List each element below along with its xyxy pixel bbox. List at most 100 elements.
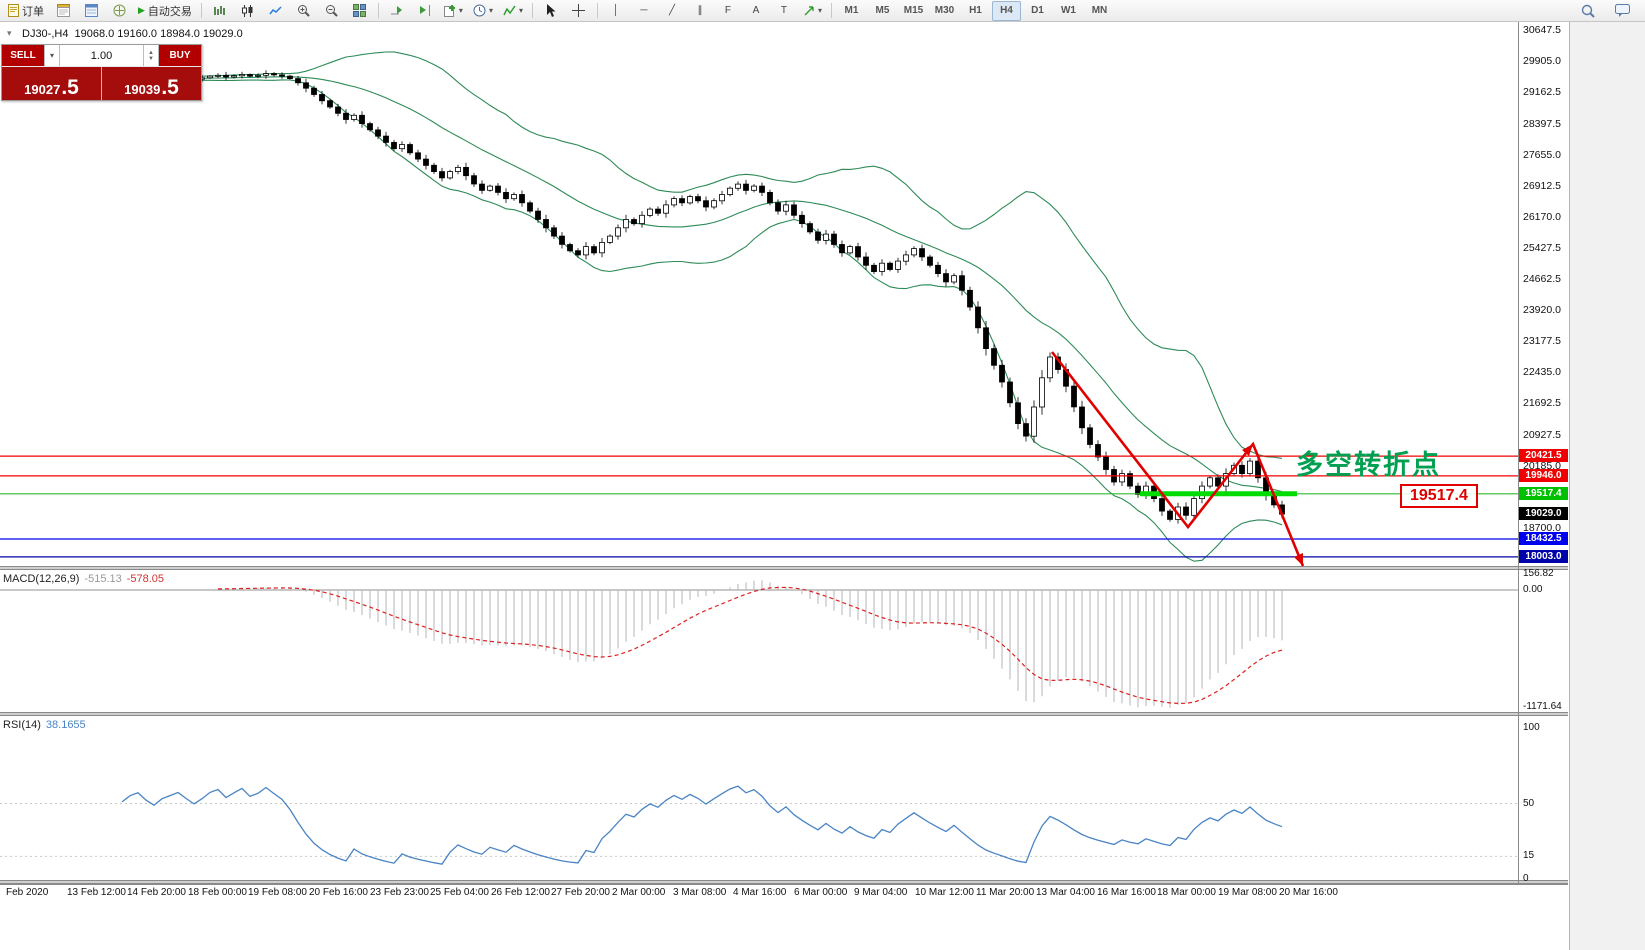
candlestick-chart-icon [242,4,253,17]
cursor-tool-button[interactable] [538,1,564,21]
timeframe-mn[interactable]: MN [1091,5,1108,16]
fibonacci-tool[interactable]: F [715,1,741,21]
buy-price-button[interactable]: 19039.5 [102,67,201,100]
timeframe-d1[interactable]: D1 [1031,5,1044,16]
volume-up-icon: ▲ [148,49,154,56]
macd-label: MACD(12,26,9) -515.13 -578.05 [3,573,164,585]
workspace-gutter [1569,22,1645,950]
vertical-line-tool[interactable]: │ [603,1,629,21]
volume-input[interactable]: 1.00 [60,45,143,66]
trade-panel-top-row: SELL ▾ 1.00 ▲ ▼ BUY [2,45,201,66]
timeframe-m15[interactable]: M15 [903,5,924,16]
main-toolbar: 订单 ▶ 自动交易 [0,0,1645,22]
market-watch-button[interactable] [50,1,76,21]
timeframe-m1[interactable]: M1 [844,5,859,16]
timeframe-m5[interactable]: M5 [875,5,890,16]
fibonacci-icon: F [724,4,732,16]
channel-tool[interactable]: ∥ [687,1,713,21]
sep-rsi-time[interactable] [0,880,1568,884]
crosshair-tool-button[interactable] [566,1,592,21]
sep-macd-rsi[interactable] [0,712,1568,716]
data-window-button[interactable] [78,1,104,21]
chat-bubble-icon [1614,3,1630,17]
candlestick-chart-button[interactable] [235,1,261,21]
bar-chart-icon [214,5,226,15]
trend-zigzag-annotation[interactable] [1050,351,1305,567]
text-label-tool[interactable]: T [771,1,797,21]
zoom-out-button[interactable] [319,1,345,21]
new-order-button[interactable]: 订单 [4,1,48,21]
line-chart-icon [269,5,282,14]
new-chart-icon [443,4,455,17]
volume-dropdown[interactable]: ▾ [45,45,59,66]
cursor-icon [547,4,556,17]
volume-caret-icon: ▾ [49,51,54,60]
new-chart-button[interactable]: ▾ [440,1,467,21]
new-order-icon [8,4,19,17]
one-click-trade-panel: SELL ▾ 1.00 ▲ ▼ BUY 19027.5 19039.5 [1,44,202,101]
buy-button[interactable]: BUY [159,45,201,66]
bollinger-middle-band [161,76,1283,493]
channel-icon: ∥ [697,4,703,16]
community-chat-button[interactable] [1609,1,1635,21]
indicators-caret-icon: ▾ [518,6,523,15]
toolbar-separator [596,3,598,18]
rsi-line [121,785,1283,865]
level-price-label[interactable]: 19517.4 [1400,484,1478,508]
sell-button[interactable]: SELL [2,45,44,66]
bar-chart-button[interactable] [207,1,233,21]
candlestick-series [7,70,1285,524]
tile-windows-button[interactable] [347,1,373,21]
turning-point-annotation[interactable]: 多空转折点 [1296,450,1441,480]
volume-down-icon: ▼ [148,55,154,62]
rsi-name: RSI(14) [3,719,41,731]
trade-panel-price-row: 19027.5 19039.5 [2,67,201,100]
horizontal-line-icon: ─ [640,4,648,16]
macd-value: -515.13 [84,573,122,585]
timeframe-h4[interactable]: H4 [991,0,1021,21]
timeframe-h1[interactable]: H1 [969,5,982,16]
timeframe-w1[interactable]: W1 [1060,5,1076,16]
indicators-icon [503,5,516,15]
trendline-icon: ╱ [668,4,675,16]
auto-scroll-icon [391,6,403,15]
toolbar-separator [531,3,533,18]
sell-price-fraction: .5 [61,76,79,99]
zoom-in-button[interactable] [291,1,317,21]
indicators-dropdown-button[interactable]: ▾ [499,1,527,21]
sell-price-button[interactable]: 19027.5 [2,67,101,100]
tile-windows-icon [353,4,367,17]
macd-histogram [217,580,1283,708]
line-chart-button[interactable] [263,1,289,21]
sep-main-macd[interactable] [0,566,1568,570]
search-button[interactable] [1575,1,1601,21]
arrows-dropdown-button[interactable]: ▾ [799,1,826,21]
chart-shift-button[interactable] [412,1,438,21]
zoom-in-icon [298,5,311,17]
one-click-panel-toggle[interactable]: ▾ [7,28,12,38]
horizontal-line-tool[interactable]: ─ [631,1,657,21]
arrowhead-up-icon [1242,444,1253,456]
auto-scroll-button[interactable] [384,1,410,21]
trendline-tool[interactable]: ╱ [659,1,685,21]
search-icon [1581,4,1595,18]
new-order-label: 订单 [22,5,44,18]
toolbar-separator [377,3,379,18]
autotrading-button[interactable]: ▶ 自动交易 [134,1,196,21]
toolbar-separator [830,3,832,18]
main-chart-layer [7,51,1285,562]
navigator-button[interactable] [106,1,132,21]
bollinger-upper-band [161,51,1283,459]
periods-dropdown-button[interactable]: ▾ [469,1,497,21]
timeframe-m30[interactable]: M30 [934,5,955,16]
autotrading-play-icon: ▶ [138,5,145,15]
text-tool[interactable]: A [743,1,769,21]
zoom-out-icon [326,5,339,17]
chart-ohlc-values: 19068.0 19160.0 18984.0 19029.0 [74,28,243,40]
clock-icon [473,4,486,17]
vertical-line-icon: │ [612,4,620,16]
volume-stepper[interactable]: ▲ ▼ [144,45,158,66]
new-chart-caret-icon: ▾ [458,6,463,15]
